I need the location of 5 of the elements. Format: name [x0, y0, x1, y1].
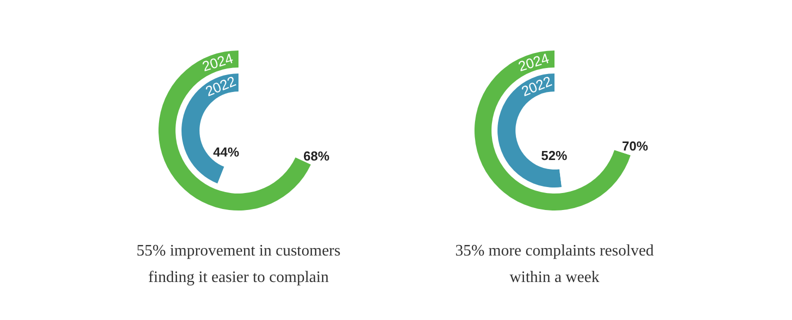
text: 55% improvement in customers finding it easier to complain: [136, 242, 340, 286]
slice-label: 2024: [200, 50, 236, 74]
text: 35% more complaints resolved within a week: [455, 242, 654, 286]
slice-label: 2022: [519, 72, 554, 100]
slice-label: 2024: [516, 50, 552, 74]
